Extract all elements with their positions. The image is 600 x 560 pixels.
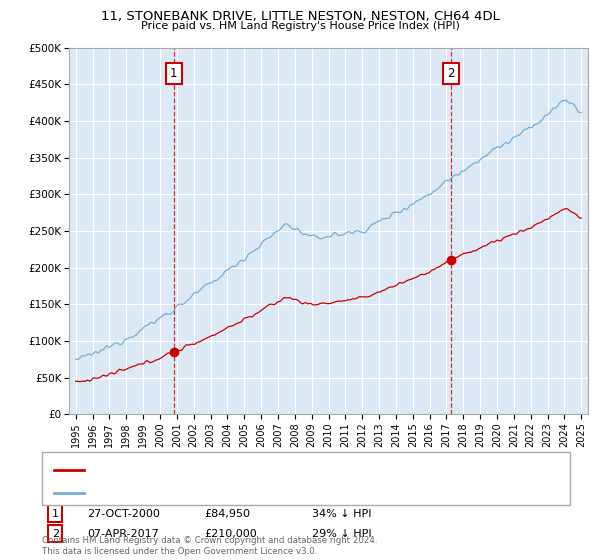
Text: 34% ↓ HPI: 34% ↓ HPI [312, 508, 371, 519]
Text: £84,950: £84,950 [204, 508, 250, 519]
Text: £210,000: £210,000 [204, 529, 257, 539]
Text: 2: 2 [52, 529, 59, 539]
Text: 27-OCT-2000: 27-OCT-2000 [87, 508, 160, 519]
Text: 1: 1 [170, 67, 178, 80]
Text: Contains HM Land Registry data © Crown copyright and database right 2024.
This d: Contains HM Land Registry data © Crown c… [42, 536, 377, 556]
Text: 07-APR-2017: 07-APR-2017 [87, 529, 159, 539]
Text: Price paid vs. HM Land Registry's House Price Index (HPI): Price paid vs. HM Land Registry's House … [140, 21, 460, 31]
Text: 11, STONEBANK DRIVE, LITTLE NESTON, NESTON, CH64 4DL (detached house): 11, STONEBANK DRIVE, LITTLE NESTON, NEST… [87, 465, 496, 475]
Text: 29% ↓ HPI: 29% ↓ HPI [312, 529, 371, 539]
Text: 11, STONEBANK DRIVE, LITTLE NESTON, NESTON, CH64 4DL: 11, STONEBANK DRIVE, LITTLE NESTON, NEST… [101, 10, 499, 23]
Text: 1: 1 [52, 508, 59, 519]
Text: 2: 2 [447, 67, 455, 80]
Text: HPI: Average price, detached house, Cheshire West and Chester: HPI: Average price, detached house, Ches… [87, 488, 422, 498]
